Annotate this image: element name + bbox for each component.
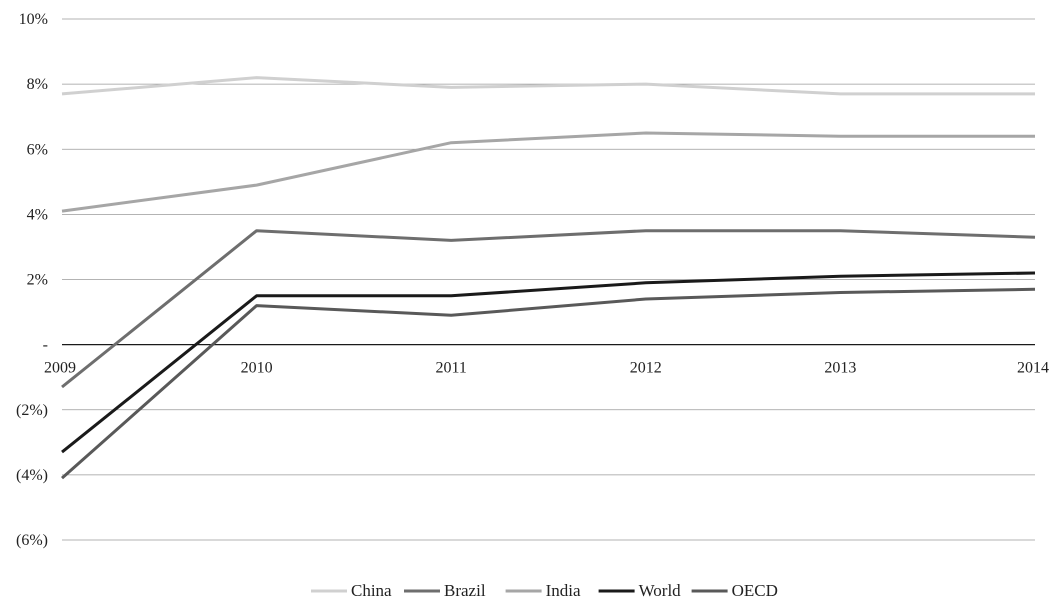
legend-item-brazil: Brazil [404,581,486,600]
y-tick-label: (2%) [16,402,48,419]
x-tick-label: 2013 [824,360,856,377]
x-tick-label: 2011 [435,360,466,377]
y-tick-label: 8% [27,76,48,93]
y-tick-label: 4% [27,206,48,223]
legend-label: OECD [732,581,778,600]
legend-item-oecd: OECD [691,581,778,600]
y-tick-label: - [43,337,48,354]
legend-label: India [546,581,581,600]
series-lines [61,76,1036,480]
legend: China Brazil India World OECD [311,581,778,600]
legend-label: China [351,581,392,600]
y-axis-tick-labels: 10% 8% 6% 4% 2% - (2%) (4%) (6%) [16,11,48,549]
x-tick-label: 2012 [630,360,662,377]
series-line-china [61,76,1035,96]
y-tick-label: 2% [27,272,48,289]
legend-item-india: India [505,581,581,600]
legend-item-world: World [598,581,682,600]
y-tick-label: 10% [19,11,48,28]
series-line-brazil [61,229,1036,389]
x-axis-tick-labels: 2009 2010 2011 2012 2013 2014 [44,360,1049,377]
series-line-oecd [61,287,1036,480]
legend-label: Brazil [444,581,486,600]
legend-label: World [639,581,682,600]
x-tick-label: 2010 [241,360,273,377]
y-tick-label: (4%) [16,467,48,484]
x-tick-label: 2009 [44,360,76,377]
legend-item-china: China [311,581,392,600]
y-tick-label: 6% [27,141,48,158]
series-line-india [61,131,1035,213]
y-tick-label: (6%) [16,532,48,549]
series-line-world [61,271,1036,454]
gridlines [62,18,1035,541]
x-tick-label: 2014 [1017,360,1049,377]
